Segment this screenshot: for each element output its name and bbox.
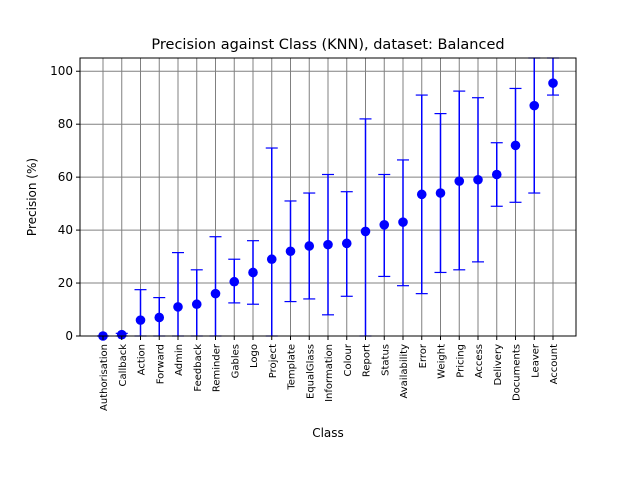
x-tick-label: Template xyxy=(287,344,298,391)
x-tick-label: Logo xyxy=(249,344,260,368)
x-tick-label: Callback xyxy=(118,344,129,387)
data-point xyxy=(491,169,502,180)
x-tick-label: Error xyxy=(418,343,429,368)
data-point xyxy=(435,188,446,198)
x-tick-label: Feedback xyxy=(193,344,204,392)
y-tick-label: 0 xyxy=(65,329,73,343)
data-point xyxy=(341,238,352,249)
x-tick-label: Account xyxy=(549,344,560,384)
data-point xyxy=(529,100,540,111)
x-tick-label: Gables xyxy=(230,344,241,378)
y-tick-label: 40 xyxy=(58,223,73,237)
data-point xyxy=(248,267,258,278)
chart-title: Precision against Class (KNN), dataset: … xyxy=(151,37,504,53)
x-tick-label: Report xyxy=(362,344,373,377)
x-tick-label: Reminder xyxy=(212,343,223,392)
data-point xyxy=(379,220,390,230)
y-tick-label: 60 xyxy=(58,170,73,184)
data-point xyxy=(473,174,483,185)
data-point xyxy=(398,217,408,227)
x-tick-label: Documents xyxy=(512,344,523,401)
x-tick-label: Colour xyxy=(343,343,354,376)
data-point xyxy=(304,241,315,251)
data-point xyxy=(416,189,427,200)
x-tick-label: Leaver xyxy=(530,343,541,378)
x-axis-ticks: Authorisation Callback Action Forward Admin F… xyxy=(99,336,560,411)
data-point xyxy=(323,239,333,250)
data-point xyxy=(229,276,240,287)
y-axis-ticks: 0 20 40 60 80 100 xyxy=(50,64,80,343)
data-point xyxy=(548,78,558,88)
x-tick-label: Delivery xyxy=(493,344,504,386)
x-tick-label: EqualGlass xyxy=(305,344,316,399)
data-point xyxy=(173,302,183,312)
data-point xyxy=(191,299,202,310)
x-tick-label: Status xyxy=(380,344,391,376)
x-tick-label: Forward xyxy=(155,344,166,384)
x-tick-label: Weight xyxy=(437,344,448,379)
data-point xyxy=(285,246,296,257)
x-tick-label: Admin xyxy=(174,344,185,376)
y-tick-label: 20 xyxy=(58,276,73,290)
x-tick-label: Access xyxy=(474,344,485,378)
data-point xyxy=(266,254,277,265)
x-tick-label: Availability xyxy=(399,344,410,399)
x-tick-label: Project xyxy=(268,344,279,378)
y-tick-label: 100 xyxy=(50,64,73,78)
data-point xyxy=(454,176,465,186)
x-tick-label: Action xyxy=(137,344,148,375)
data-point xyxy=(135,315,146,325)
data-point xyxy=(116,329,127,340)
data-point xyxy=(360,226,371,237)
data-points xyxy=(98,78,558,341)
y-axis-label: Precision (%) xyxy=(25,158,39,236)
y-tick-label: 80 xyxy=(58,117,73,131)
x-tick-label: Information xyxy=(324,344,335,402)
data-point xyxy=(210,288,221,299)
x-tick-label: Authorisation xyxy=(99,344,110,411)
x-tick-label: Pricing xyxy=(455,344,466,378)
data-point xyxy=(510,140,521,151)
x-axis-label: Class xyxy=(312,426,344,440)
data-point xyxy=(154,312,165,323)
